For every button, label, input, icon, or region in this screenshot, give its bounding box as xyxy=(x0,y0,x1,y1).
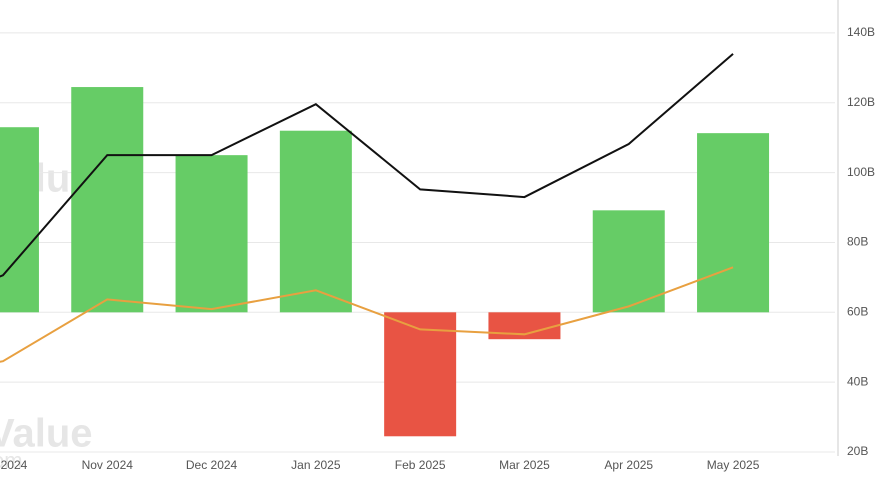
bar xyxy=(697,133,770,313)
y-tick-label: 80B xyxy=(847,235,868,249)
line-series xyxy=(0,266,734,363)
watermark: Value xyxy=(0,412,93,456)
watermark: om xyxy=(0,448,23,473)
x-tick-label: Apr 2025 xyxy=(604,458,653,472)
y-tick-label: 40B xyxy=(847,374,868,388)
bar xyxy=(592,210,665,313)
bar xyxy=(384,312,457,437)
x-tick-label: Mar 2025 xyxy=(499,458,550,472)
bar xyxy=(0,127,39,313)
y-tick-label: 20B xyxy=(847,444,868,458)
y-tick-label: 100B xyxy=(847,165,875,179)
x-tick-label: Oct 2024 xyxy=(0,458,28,472)
y-tick-label: 140B xyxy=(847,25,875,39)
y-tick-label: 120B xyxy=(847,95,875,109)
bar xyxy=(279,130,352,313)
bar xyxy=(71,87,144,313)
x-tick-label: Dec 2024 xyxy=(186,458,238,472)
line-series xyxy=(0,53,734,278)
x-tick-label: May 2025 xyxy=(707,458,760,472)
x-tick-label: Nov 2024 xyxy=(82,458,134,472)
x-tick-label: Feb 2025 xyxy=(395,458,446,472)
y-tick-label: 60B xyxy=(847,304,868,318)
bar xyxy=(175,155,248,313)
x-tick-label: Jan 2025 xyxy=(291,458,341,472)
